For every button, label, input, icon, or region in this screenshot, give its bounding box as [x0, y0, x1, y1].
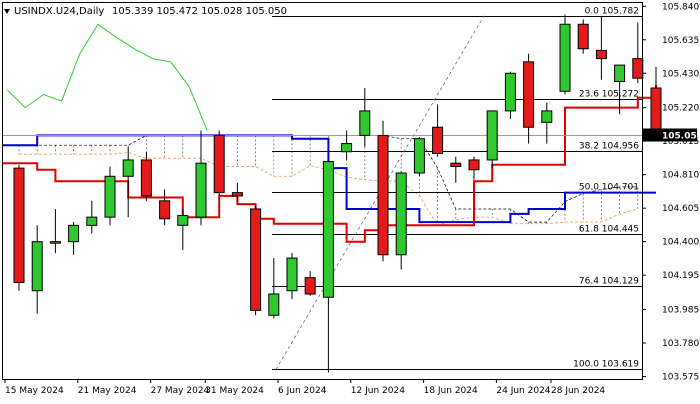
- candle-body: [523, 61, 535, 128]
- candle-body: [304, 277, 316, 295]
- x-tick-label: 15 May 2024: [5, 386, 64, 396]
- candle-body: [395, 172, 407, 256]
- x-tick-label: 21 May 2024: [78, 386, 137, 396]
- x-tick-label: 12 Jun 2024: [351, 386, 405, 396]
- candle-body: [413, 138, 425, 174]
- candle-body: [13, 167, 25, 284]
- current-price-tag: 105.050: [643, 128, 700, 142]
- candle-body: [159, 200, 171, 220]
- candle-body: [341, 143, 353, 153]
- candle-body: [86, 216, 98, 226]
- x-tick-label: 27 May 2024: [151, 386, 210, 396]
- candle-body: [231, 192, 243, 197]
- fib-level-label: 23.6 105.272: [579, 90, 639, 100]
- y-tick-label: 105.430: [662, 69, 699, 79]
- candle-body: [486, 110, 498, 161]
- current-price-label: 105.050: [662, 132, 700, 142]
- y-tick-label: 104.400: [662, 238, 699, 248]
- candle-body: [541, 110, 553, 123]
- y-tick-label: 105.635: [662, 36, 699, 46]
- y-tick-label: 103.575: [662, 373, 699, 383]
- candles-layer: [13, 14, 662, 373]
- x-tick-label: 31 May 2024: [205, 386, 264, 396]
- candle-body: [432, 126, 444, 154]
- candle-body: [49, 241, 61, 244]
- candle-body: [68, 224, 80, 243]
- candle-body: [377, 134, 389, 256]
- x-tick-label: 18 Jun 2024: [424, 386, 478, 396]
- y-tick-label: 105.220: [662, 104, 699, 114]
- candle-body: [31, 241, 43, 292]
- candle-body: [250, 208, 262, 311]
- candle-body: [177, 215, 189, 226]
- fib-level-label: 50.0 104.701: [579, 183, 639, 193]
- candle-body: [559, 23, 571, 92]
- candle-body: [104, 175, 116, 218]
- plot-frame: [2, 2, 643, 380]
- fib-level-label: 38.2 104.956: [579, 142, 639, 152]
- candle-body: [650, 87, 662, 136]
- candle-body: [359, 110, 371, 136]
- candle-body: [632, 58, 644, 79]
- fibonacci-layer: 0.0 105.782 23.6 105.272 38.2 104.956 50.0 …: [272, 7, 642, 370]
- candle-body: [614, 64, 626, 82]
- candle-body: [504, 72, 516, 112]
- chart-ohlc-label: 105.339 105.472 105.028 105.050: [112, 6, 287, 17]
- candle-body: [286, 257, 298, 292]
- x-tick-label: 6 Jun 2024: [278, 386, 327, 396]
- indicator-lines-layer: [3, 23, 657, 243]
- candle-body: [468, 159, 480, 171]
- candle-body: [213, 134, 225, 194]
- fib-level-label: 76.4 104.129: [579, 277, 639, 287]
- y-tick-label: 103.780: [662, 339, 699, 349]
- y-tick-label: 103.985: [662, 306, 699, 316]
- y-tick-label: 104.195: [662, 271, 699, 281]
- candle-body: [577, 23, 589, 50]
- x-tick-label: 24 Jun 2024: [496, 386, 550, 396]
- candle-body: [140, 159, 152, 197]
- x-tick-label: 28 Jun 2024: [551, 386, 605, 396]
- y-tick-label: 105.840: [662, 2, 699, 12]
- chart-symbol-label: USINDX.U24,Daily: [14, 6, 104, 17]
- candle-body: [322, 161, 334, 298]
- candle-body: [595, 49, 607, 60]
- chikou-span-line: [6, 23, 208, 131]
- y-tick-label: 104.810: [662, 171, 699, 181]
- y-tick-label: 105.015: [662, 137, 699, 147]
- y-tick-label: 104.605: [662, 204, 699, 214]
- candle-body: [450, 162, 462, 167]
- candle-body: [122, 159, 134, 177]
- candle-body: [195, 162, 207, 218]
- fib-level-label: 61.8 104.445: [579, 225, 639, 235]
- header-arrow-icon: [4, 9, 10, 14]
- axis-layer: 105.840 105.635 105.430 105.220 105.015 104.8…: [4, 2, 700, 396]
- candle-body: [268, 293, 280, 316]
- fib-level-label: 0.0 105.782: [585, 7, 639, 17]
- current-price-tag-bg: [643, 128, 697, 142]
- fib-level-label: 100.0 103.619: [573, 360, 639, 370]
